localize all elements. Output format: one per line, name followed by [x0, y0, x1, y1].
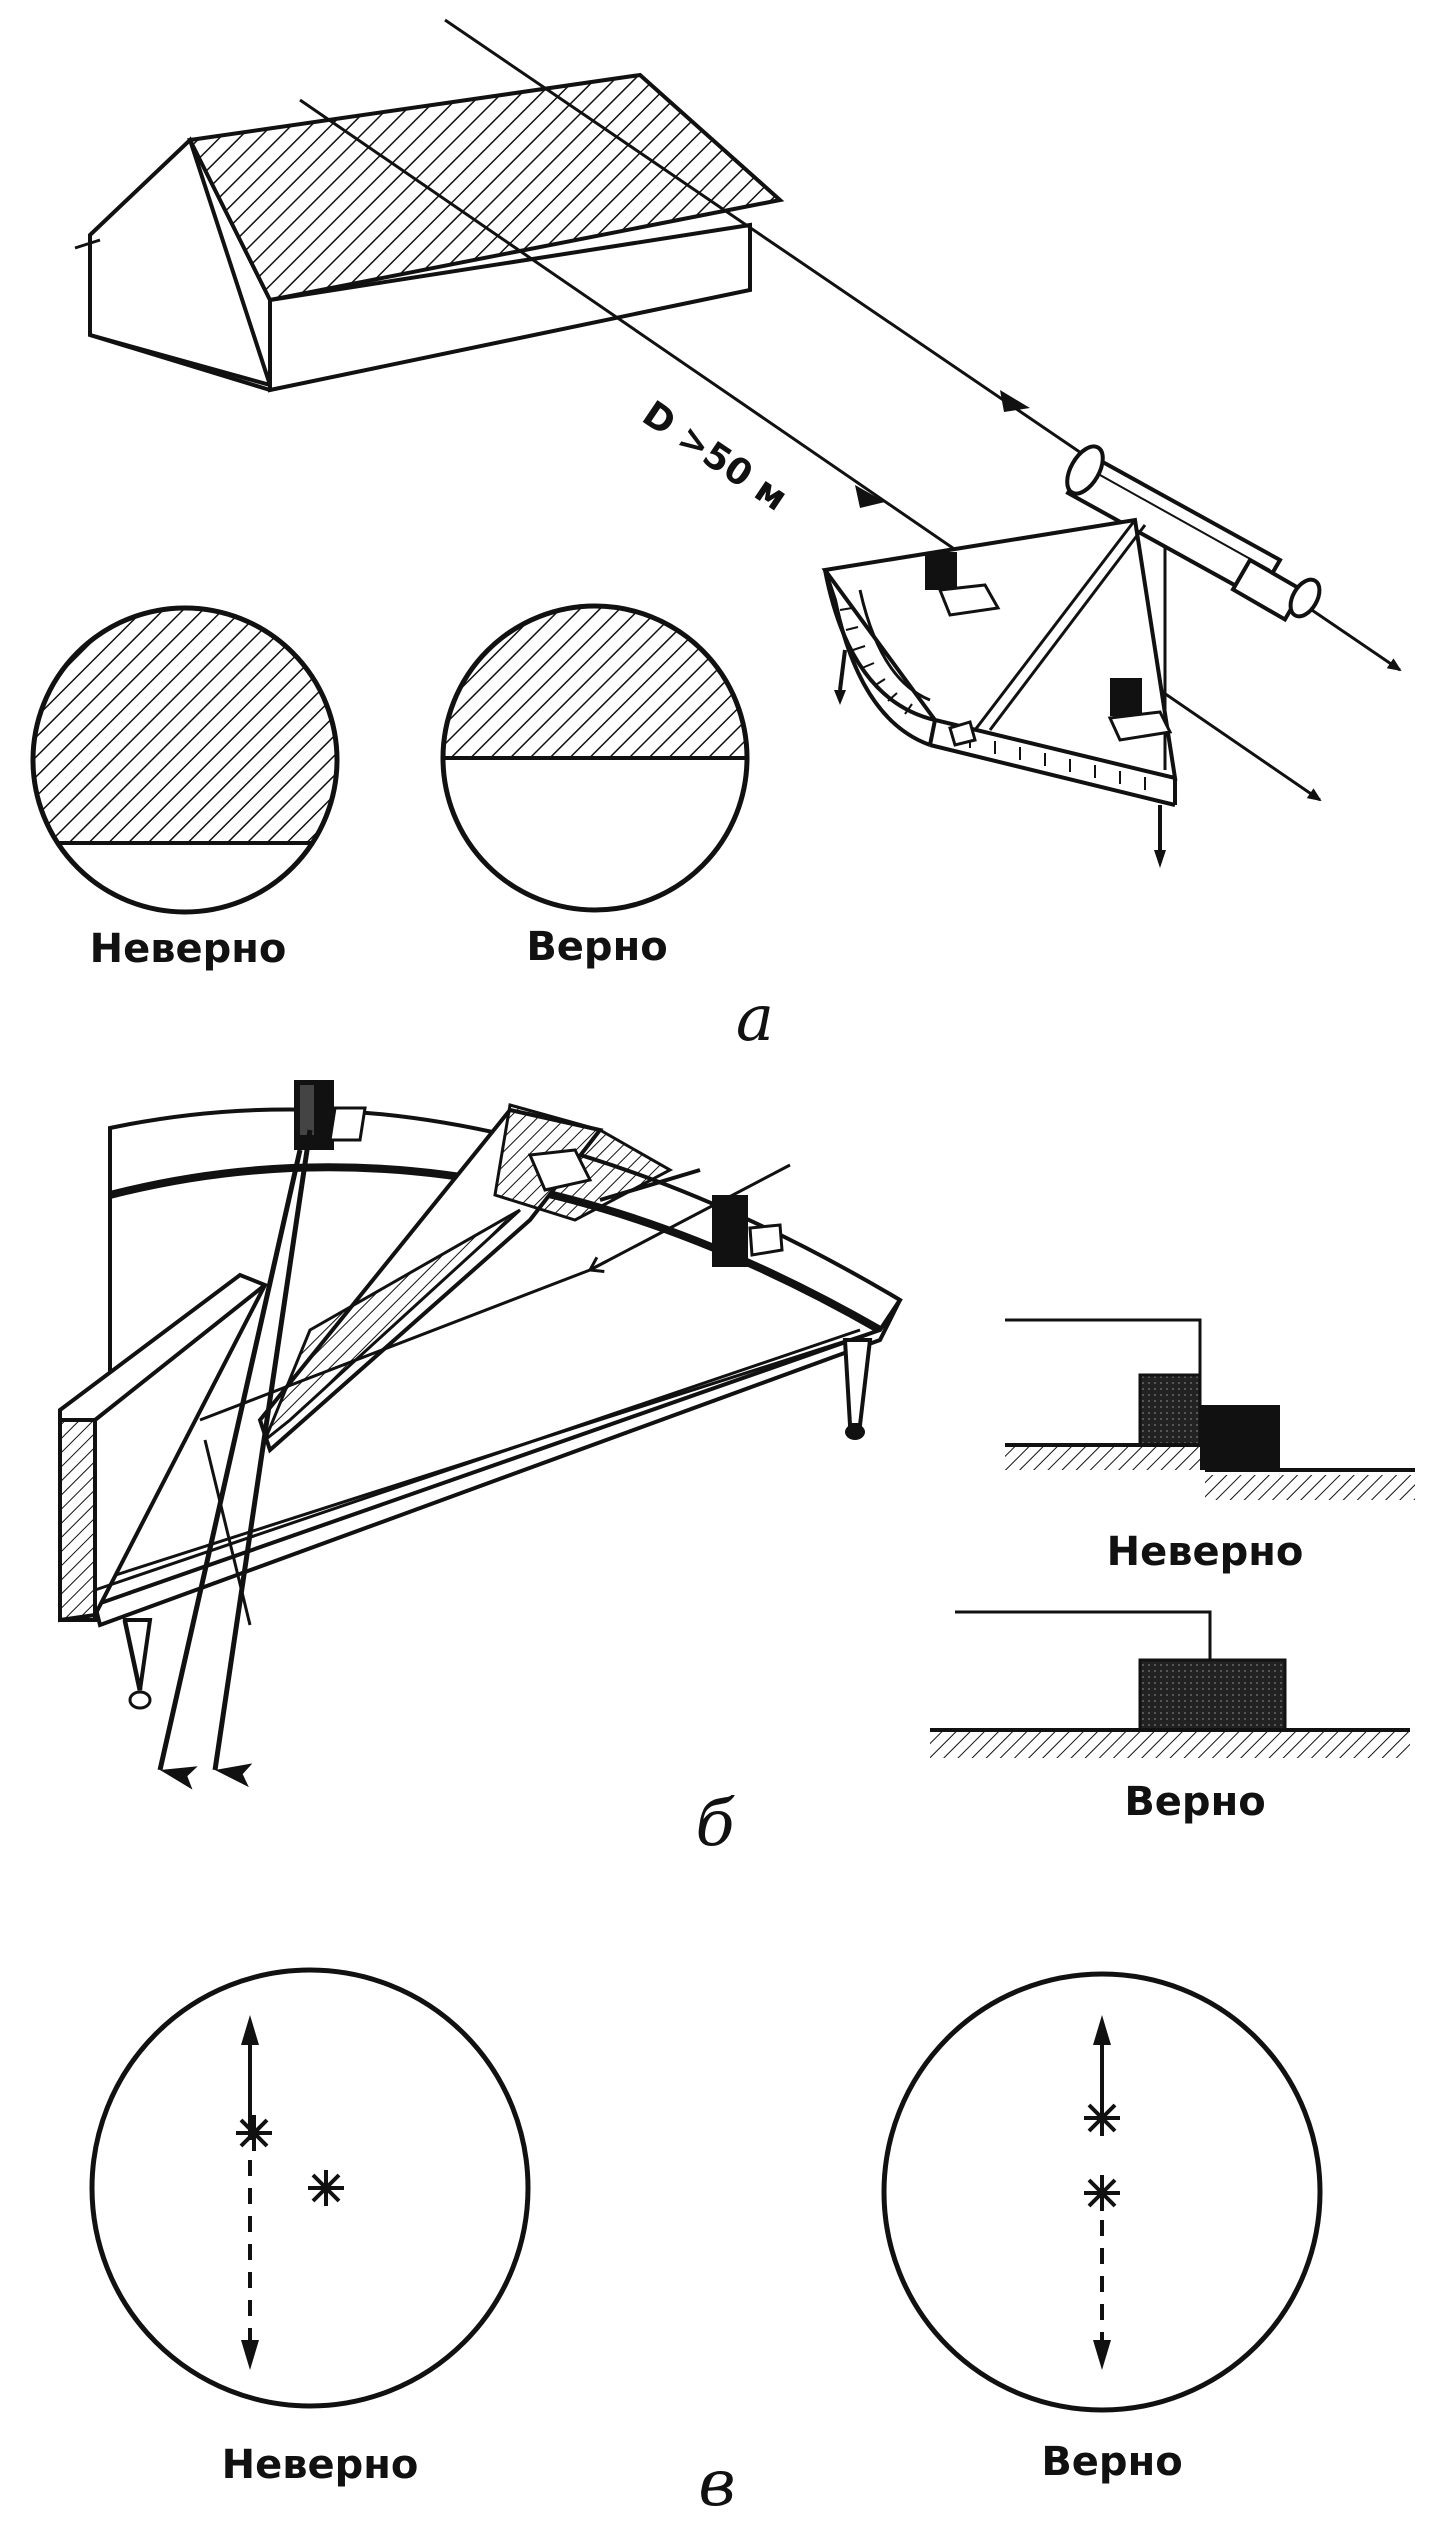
section-right: [930, 1610, 1410, 1758]
label-wrong-v: Неверно: [222, 2442, 419, 2488]
panel-a: D >50 м: [30, 18, 1402, 1056]
star-icon: [1084, 2175, 1120, 2211]
star-icon: [308, 2170, 344, 2206]
panel-v: Неверно Верно в: [89, 1967, 1323, 2521]
lower-sight-line: [299, 98, 1322, 802]
panel-b: Неверно Верно б: [58, 1080, 1415, 1861]
label-right-v: Верно: [1041, 2439, 1182, 2485]
star-view-wrong: [89, 1967, 531, 2409]
distance-label: D >50 м: [635, 393, 794, 519]
section-wrong: [1005, 1318, 1415, 1500]
label-wrong-b: Неверно: [1107, 1529, 1304, 1575]
panel-letter-b: б: [695, 1787, 735, 1861]
star-view-right: [881, 1971, 1323, 2413]
panel-letter-v: в: [698, 2447, 735, 2521]
ray-arrowhead: [855, 485, 885, 508]
label-right-a: Верно: [526, 924, 667, 970]
telescope: [1065, 444, 1322, 623]
view-circle-right: [440, 603, 750, 913]
label-wrong-a: Неверно: [90, 926, 287, 972]
view-circle-wrong: [30, 605, 340, 915]
building: [74, 72, 785, 393]
sector-instrument: [58, 1080, 903, 1790]
label-right-b: Верно: [1124, 1779, 1265, 1825]
ray-arrowhead: [1000, 390, 1030, 412]
panel-letter-a: а: [736, 982, 774, 1056]
star-icon: [236, 2115, 272, 2151]
eclimeter: [821, 517, 1178, 868]
star-icon: [1084, 2100, 1120, 2136]
